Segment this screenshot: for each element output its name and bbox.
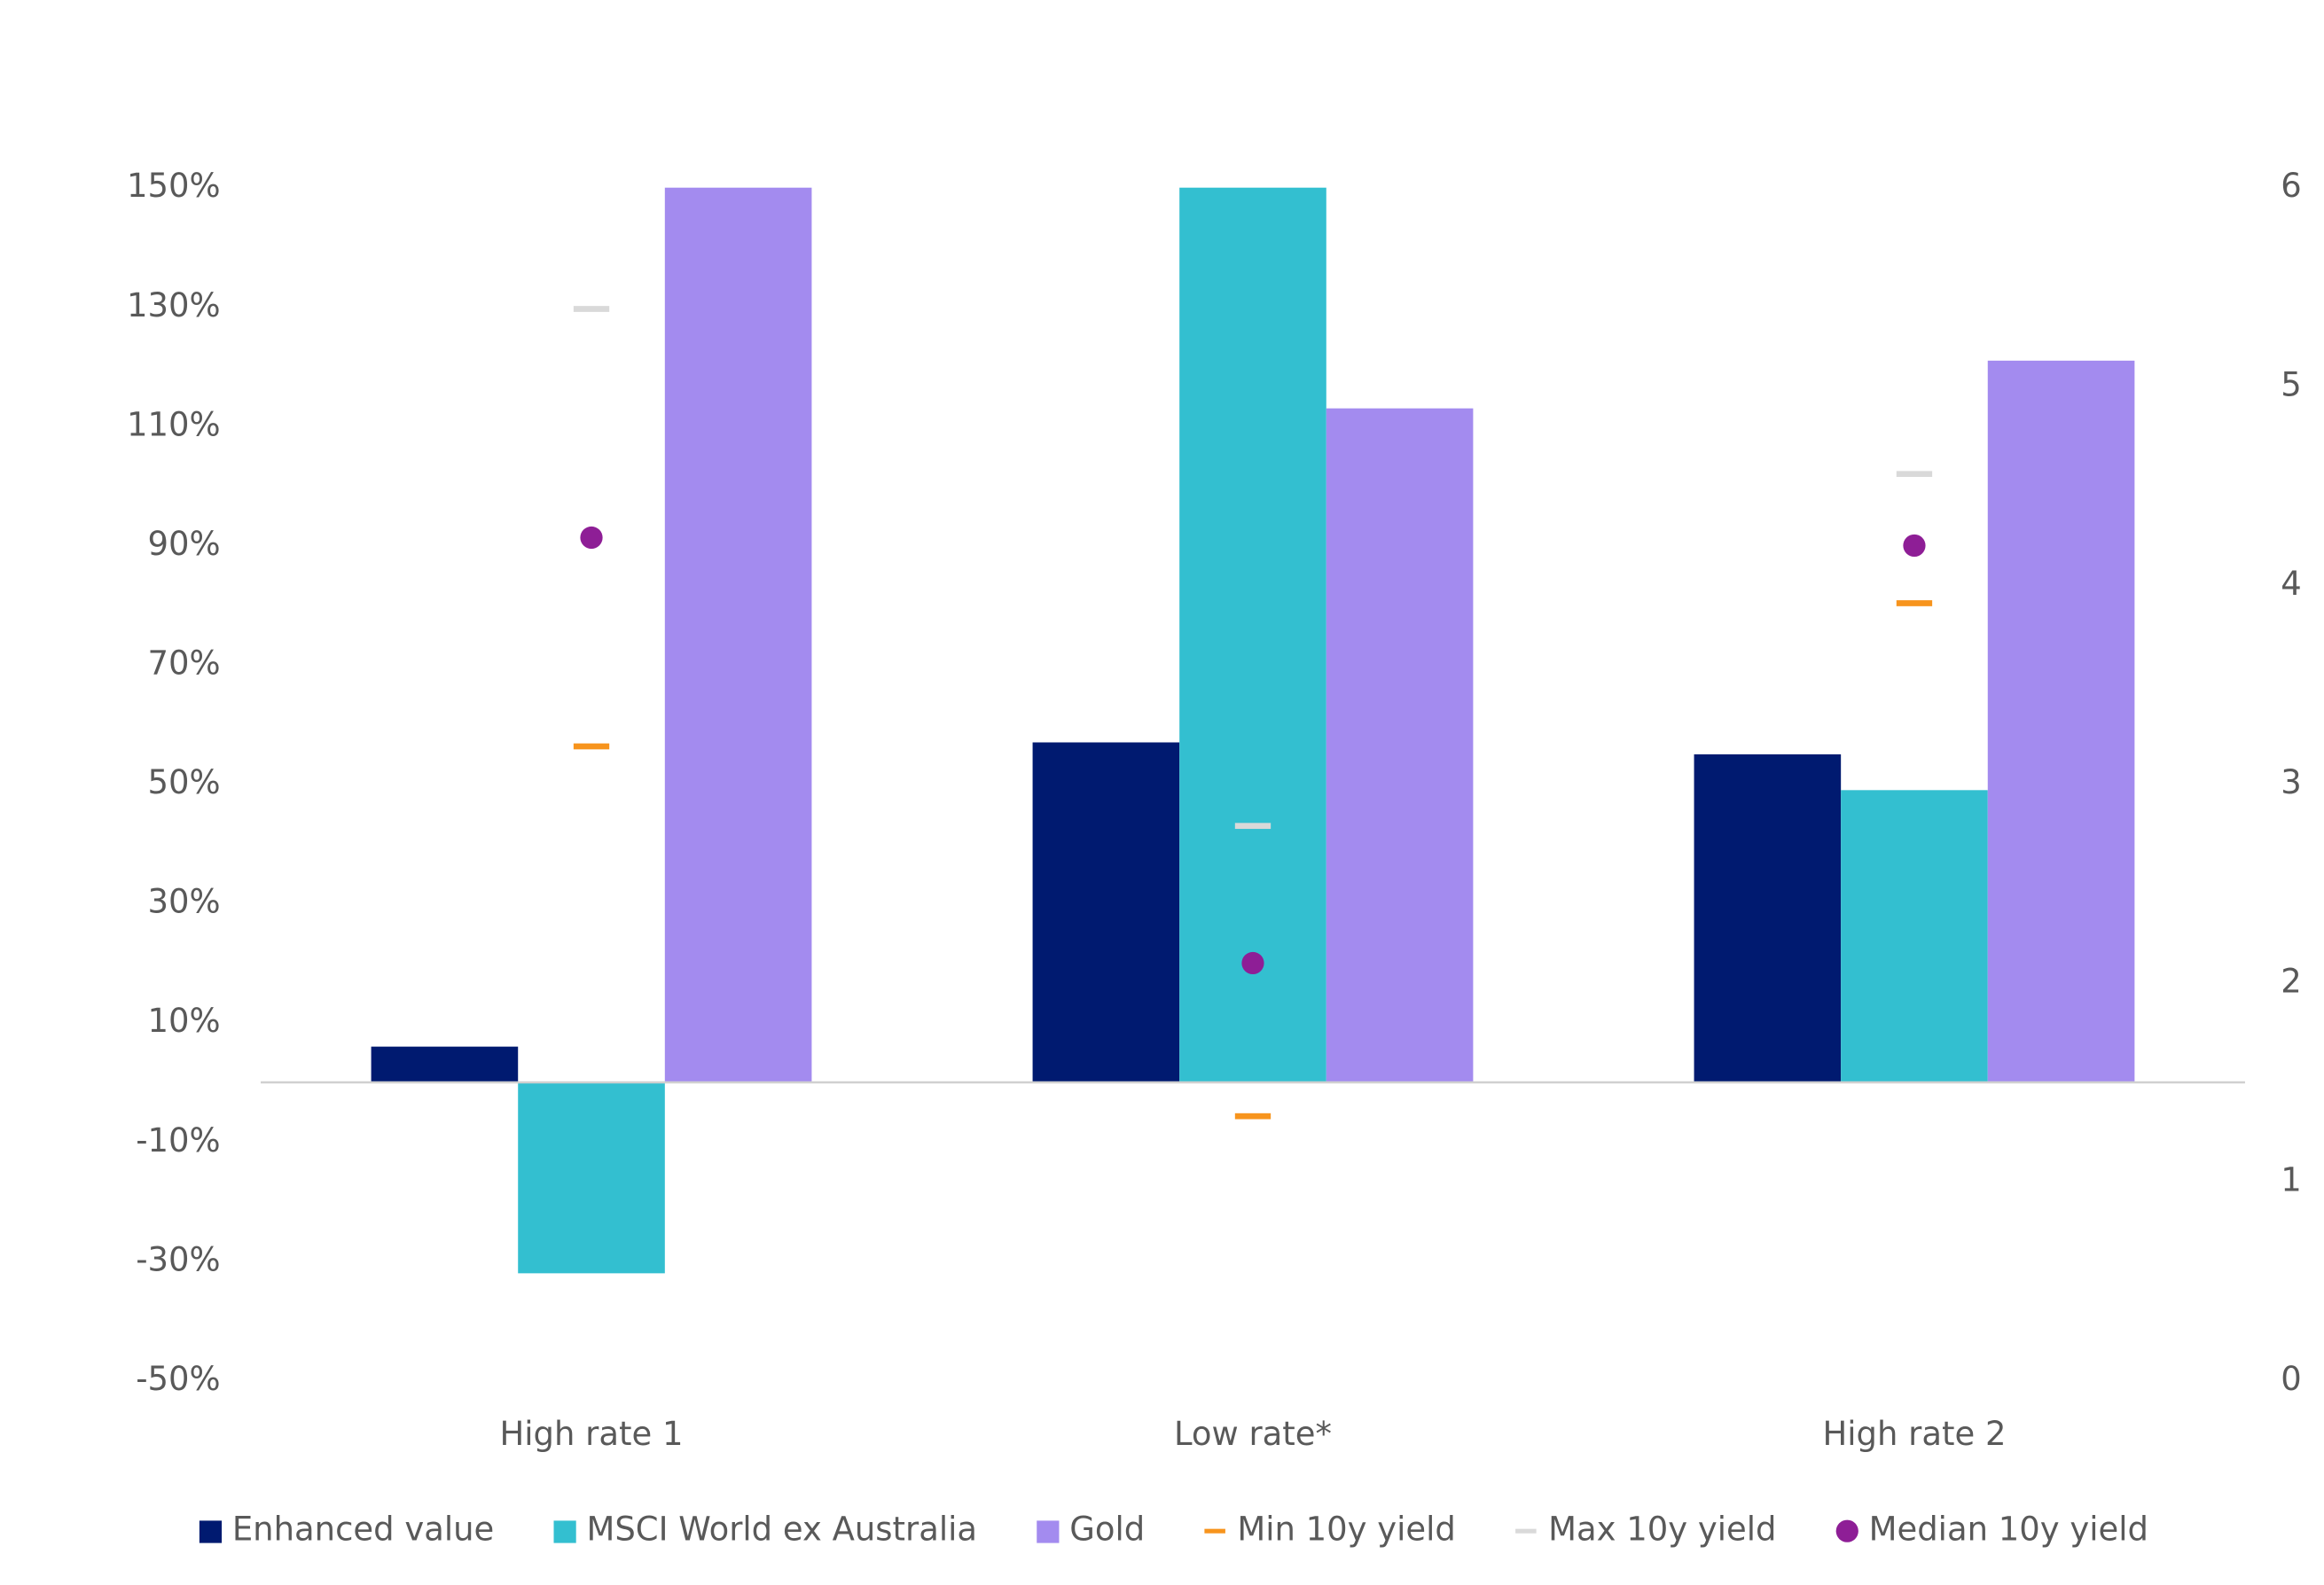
- y-tick-label: 110%: [127, 405, 221, 443]
- dash-marker: [1896, 471, 1933, 478]
- bar: [371, 1046, 519, 1083]
- legend-label: Gold: [1069, 1511, 1145, 1549]
- y-tick-label: 10%: [148, 1002, 221, 1040]
- bar: [664, 187, 812, 1083]
- y2-tick-label: 0: [2281, 1360, 2302, 1398]
- x-tick-label: High rate 1: [500, 1415, 684, 1453]
- y2-tick-label: 6: [2281, 167, 2302, 205]
- y-tick-label: 30%: [148, 883, 221, 921]
- legend-label: Median 10y yield: [1869, 1511, 2148, 1549]
- bar: [518, 1082, 665, 1274]
- y2-tick-label: 2: [2281, 962, 2302, 1000]
- y2-tick-label: 5: [2281, 365, 2302, 403]
- median-marker: [580, 526, 603, 550]
- legend-label: Max 10y yield: [1548, 1511, 1776, 1549]
- y-tick-label: 50%: [148, 763, 221, 801]
- legend-marker: [1204, 1528, 1225, 1534]
- median-marker: [1903, 534, 1926, 558]
- y-tick-label: 150%: [127, 167, 221, 205]
- dash-marker: [1234, 823, 1272, 830]
- legend-label: Min 10y yield: [1237, 1511, 1456, 1549]
- y-tick-label: -50%: [136, 1360, 220, 1398]
- y-tick-label: 90%: [148, 525, 221, 563]
- x-tick-label: High rate 2: [1822, 1415, 2006, 1453]
- y2-tick-label: 3: [2281, 763, 2302, 801]
- y-tick-label: 130%: [127, 286, 221, 324]
- y2-tick-label: 1: [2281, 1161, 2302, 1199]
- legend-marker: [1515, 1528, 1537, 1534]
- bar: [1694, 753, 1842, 1083]
- dash-marker: [1896, 600, 1933, 606]
- legend-label: MSCI World ex Australia: [586, 1511, 977, 1549]
- bar: [1841, 790, 1988, 1083]
- y-tick-label: 70%: [148, 644, 221, 683]
- y-tick-label: -30%: [136, 1240, 220, 1278]
- dash-marker: [573, 743, 610, 750]
- legend-marker: [1835, 1519, 1858, 1542]
- legend-marker: [199, 1520, 223, 1543]
- y-tick-label: -10%: [136, 1121, 220, 1159]
- x-tick-label: Low rate*: [1174, 1415, 1332, 1453]
- dash-marker: [1234, 1113, 1272, 1120]
- legend-marker: [1037, 1520, 1060, 1543]
- dash-marker: [573, 306, 610, 312]
- bar: [1032, 742, 1180, 1083]
- legend-label: Enhanced value: [232, 1511, 494, 1549]
- bar: [1987, 360, 2135, 1083]
- bar: [1179, 187, 1326, 1083]
- y2-tick-label: 4: [2281, 565, 2302, 603]
- legend-marker: [553, 1520, 576, 1543]
- median-marker: [1241, 951, 1264, 975]
- bar: [1326, 408, 1474, 1083]
